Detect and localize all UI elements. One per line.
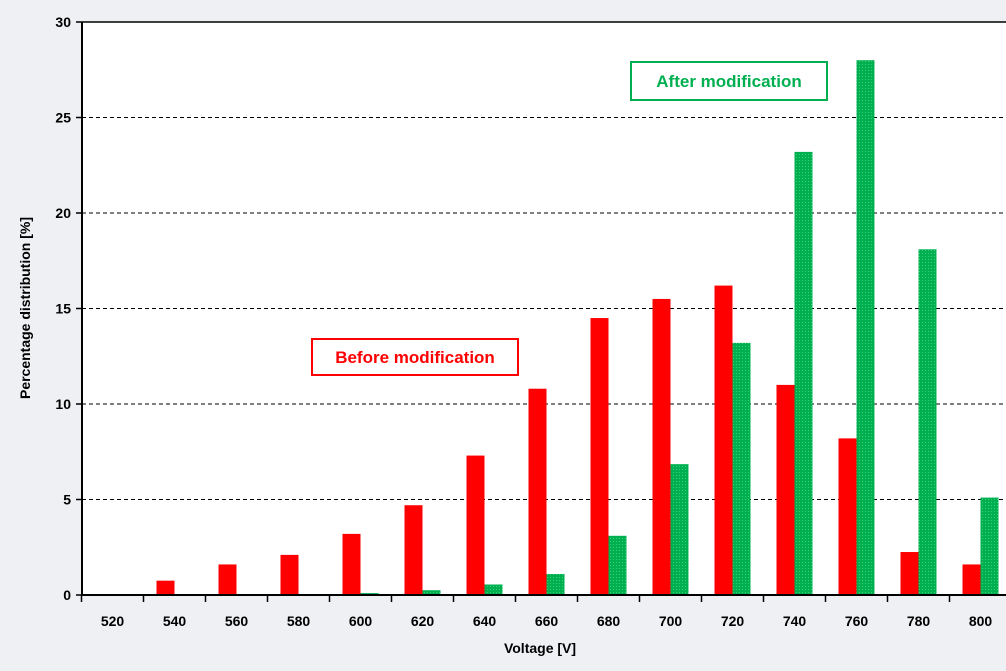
bar-after-760 bbox=[856, 60, 875, 595]
bar-before-800 bbox=[962, 564, 981, 595]
x-tick-label: 720 bbox=[721, 613, 745, 629]
x-tick-label: 700 bbox=[659, 613, 683, 629]
y-tick-label: 0 bbox=[63, 587, 71, 603]
y-tick-label: 20 bbox=[55, 205, 71, 221]
legend-before-box bbox=[311, 338, 519, 376]
x-axis-title: Voltage [V] bbox=[504, 640, 576, 656]
legend-after-label: After modification bbox=[656, 72, 801, 91]
x-tick-label: 520 bbox=[101, 613, 125, 629]
x-tick-label: 540 bbox=[163, 613, 187, 629]
bar-after-660 bbox=[546, 573, 565, 595]
bar-before-640 bbox=[466, 455, 485, 595]
x-tick-label: 680 bbox=[597, 613, 621, 629]
bar-before-720 bbox=[714, 285, 733, 595]
y-axis-title: Percentage distribution [%] bbox=[17, 217, 33, 399]
x-tick-label: 780 bbox=[907, 613, 931, 629]
bar-after-640 bbox=[484, 584, 503, 595]
x-tick-label: 760 bbox=[845, 613, 869, 629]
y-tick-label: 10 bbox=[55, 396, 71, 412]
x-tick-label: 620 bbox=[411, 613, 435, 629]
bar-after-720 bbox=[732, 342, 751, 595]
x-tick-label: 660 bbox=[535, 613, 559, 629]
bar-before-760 bbox=[838, 438, 857, 595]
bar-after-780 bbox=[918, 249, 937, 596]
x-tick-label: 600 bbox=[349, 613, 373, 629]
bar-before-600 bbox=[342, 533, 361, 595]
y-tick-label: 5 bbox=[63, 492, 71, 508]
bar-after-620 bbox=[422, 590, 441, 595]
bars bbox=[156, 60, 999, 596]
legend-before-label: Before modification bbox=[335, 348, 495, 367]
legend-before: Before modification bbox=[311, 338, 519, 376]
x-tick-label: 740 bbox=[783, 613, 807, 629]
bar-before-560 bbox=[218, 564, 237, 595]
bar-after-740 bbox=[794, 151, 813, 595]
y-tick-label: 25 bbox=[55, 110, 71, 126]
gridlines bbox=[82, 117, 1006, 500]
bar-after-700 bbox=[670, 464, 689, 595]
bar-before-740 bbox=[776, 384, 795, 595]
bar-after-680 bbox=[608, 535, 627, 595]
y-tick-label: 30 bbox=[55, 14, 71, 30]
x-tick-label: 580 bbox=[287, 613, 311, 629]
tick-labels: 0 5 10 15 20 25 30 520 540 560 580 600 620 640 660 680 7… bbox=[55, 14, 992, 629]
bar-before-540 bbox=[156, 580, 175, 595]
x-tick-label: 640 bbox=[473, 613, 497, 629]
bar-before-660 bbox=[528, 388, 547, 595]
legend-after: After modification bbox=[630, 61, 828, 101]
axes bbox=[76, 21, 1006, 602]
legend-after-box bbox=[630, 61, 828, 101]
x-tick-label: 560 bbox=[225, 613, 249, 629]
y-tick-label: 15 bbox=[55, 301, 71, 317]
x-tick-label: 800 bbox=[969, 613, 993, 629]
bar-after-800 bbox=[980, 497, 999, 595]
bar-before-700 bbox=[652, 298, 671, 595]
bar-before-680 bbox=[590, 318, 609, 595]
bar-before-580 bbox=[280, 554, 299, 595]
bar-before-620 bbox=[404, 505, 423, 595]
bar-before-780 bbox=[900, 552, 919, 595]
